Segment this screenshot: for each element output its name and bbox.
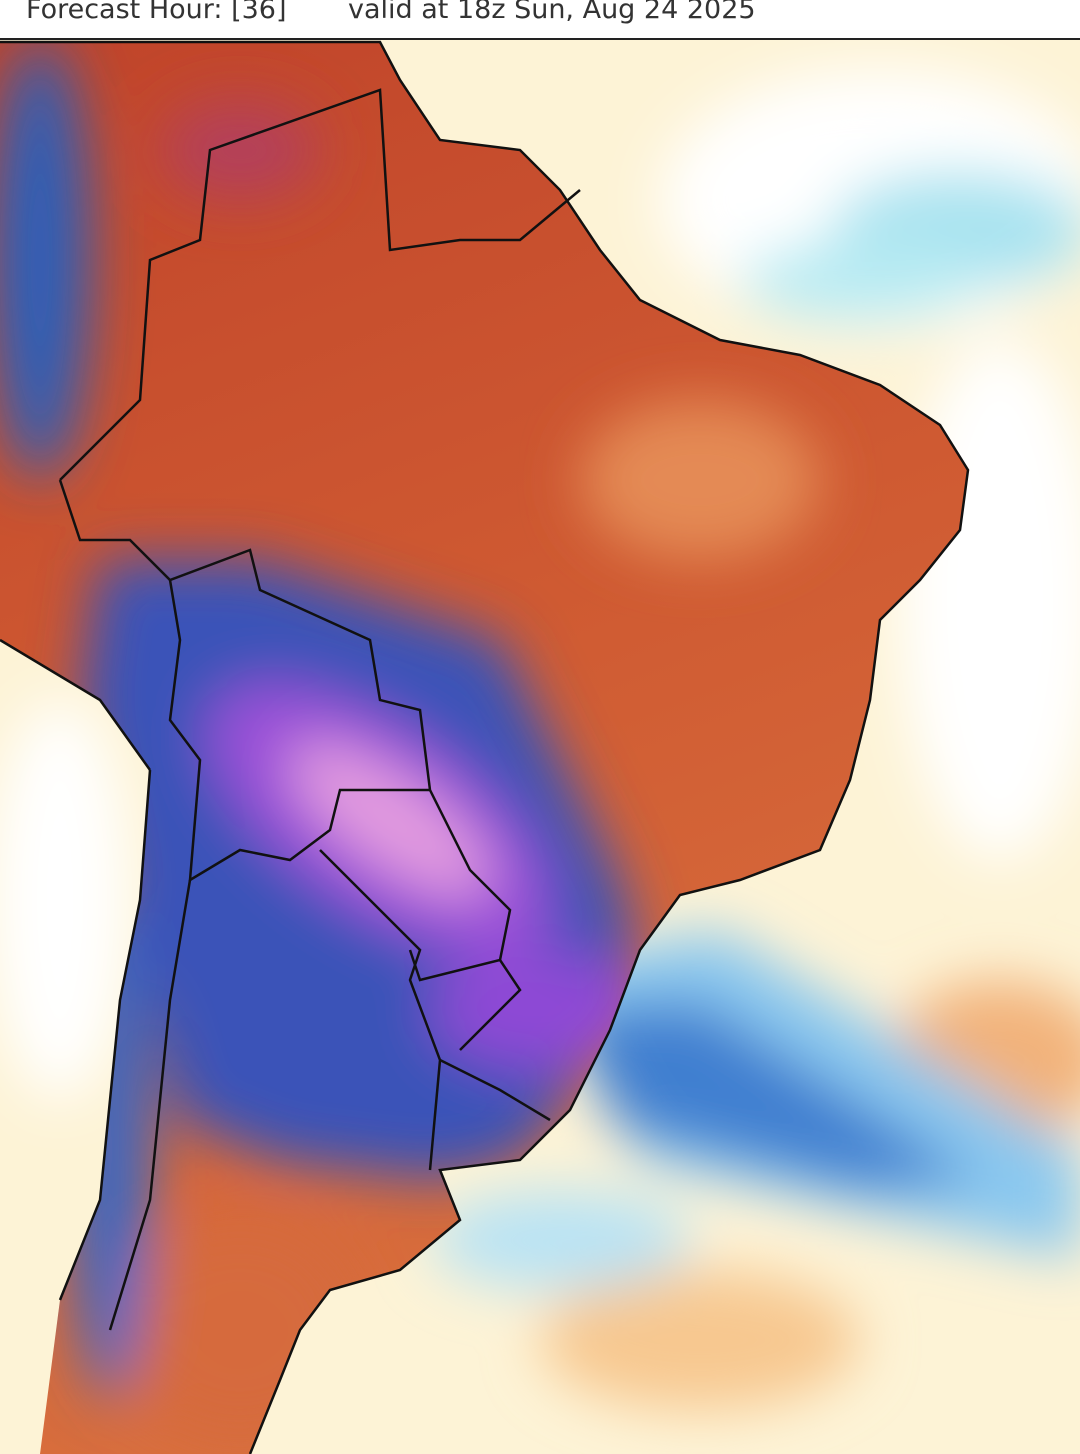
warm-patch	[580, 400, 820, 560]
valid-time: valid at 18z Sun, Aug 24 2025	[348, 0, 756, 25]
country-border	[58, 479, 512, 982]
cold-plume-core	[560, 1000, 980, 1190]
ocean-patch	[0, 700, 130, 1100]
ocean-anomalies	[0, 70, 1080, 1410]
country-border	[319, 849, 551, 1171]
country-border	[108, 879, 192, 1331]
andes-cold	[0, 42, 90, 480]
cold-core	[288, 741, 492, 899]
coastline	[58, 769, 152, 1301]
country-border	[59, 88, 581, 481]
ocean-patch	[430, 1190, 690, 1290]
header: Forecast Hour: [36] valid at 18z Sun, Au…	[0, 0, 1080, 40]
forecast-hour: Forecast Hour: [36]	[26, 0, 287, 25]
ocean-patch	[540, 1270, 860, 1410]
map	[0, 40, 1080, 1454]
ocean-patch	[740, 240, 980, 320]
warm-patch	[160, 100, 320, 200]
cold-core	[430, 950, 650, 1070]
coastline	[0, 638, 152, 771]
country-border	[168, 579, 430, 883]
borders	[0, 40, 970, 1454]
